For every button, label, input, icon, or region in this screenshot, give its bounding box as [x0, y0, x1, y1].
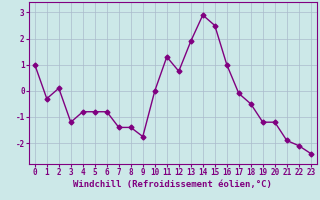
X-axis label: Windchill (Refroidissement éolien,°C): Windchill (Refroidissement éolien,°C) — [73, 180, 272, 189]
